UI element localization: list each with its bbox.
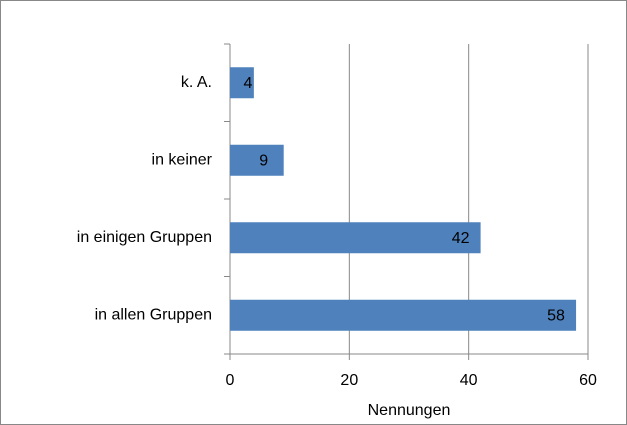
bar <box>230 144 284 176</box>
x-tick-label: 40 <box>460 372 478 389</box>
y-tick-label: in keiner <box>152 151 213 168</box>
value-label: 58 <box>547 307 565 324</box>
x-tick-label: 20 <box>340 372 358 389</box>
value-label: 9 <box>259 152 268 169</box>
y-tick-label: k. A. <box>181 74 212 91</box>
bar <box>230 222 481 254</box>
bar <box>230 67 254 99</box>
y-tick-label: in einigen Gruppen <box>77 229 212 246</box>
y-tick-label: in allen Gruppen <box>95 306 212 323</box>
x-axis-label: Nennungen <box>368 402 451 419</box>
value-label: 42 <box>452 230 470 247</box>
bar <box>230 299 577 331</box>
value-label: 4 <box>243 75 252 92</box>
x-tick-label: 0 <box>226 372 235 389</box>
x-tick-label: 60 <box>579 372 597 389</box>
